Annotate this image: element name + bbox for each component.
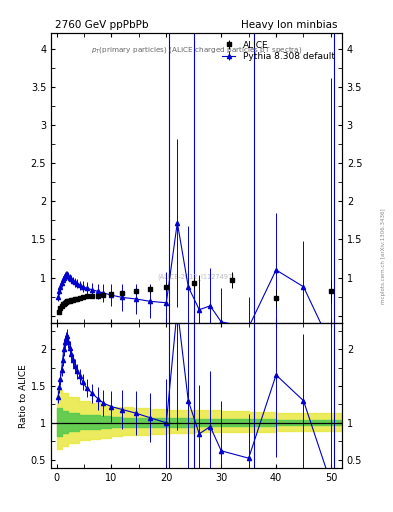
Text: mcplots.cern.ch [arXiv:1306.3436]: mcplots.cern.ch [arXiv:1306.3436] — [381, 208, 386, 304]
Text: Heavy Ion minbias: Heavy Ion minbias — [241, 20, 338, 31]
Text: (ALICE-2012_I1127497): (ALICE-2012_I1127497) — [158, 273, 235, 280]
Legend: ALICE, Pythia 8.308 default: ALICE, Pythia 8.308 default — [219, 38, 338, 64]
Text: 2760 GeV ppPbPb: 2760 GeV ppPbPb — [55, 20, 149, 31]
Y-axis label: Ratio to ALICE: Ratio to ALICE — [19, 364, 28, 428]
Text: $p_T$(primary particles) (ALICE charged particles pT spectra): $p_T$(primary particles) (ALICE charged … — [91, 45, 302, 55]
